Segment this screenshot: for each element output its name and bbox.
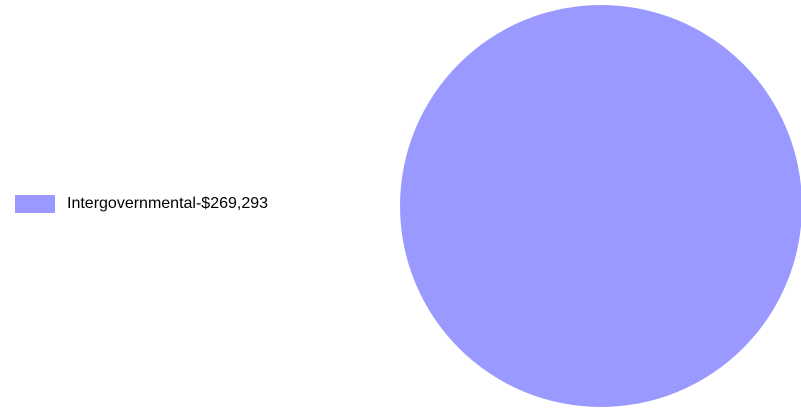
legend: Intergovernmental-$269,293 — [15, 195, 268, 213]
pie-slice-intergovernmental — [400, 5, 801, 407]
legend-swatch-intergovernmental — [15, 195, 55, 213]
legend-label-intergovernmental: Intergovernmental-$269,293 — [67, 195, 269, 212]
pie-slices — [400, 5, 801, 407]
